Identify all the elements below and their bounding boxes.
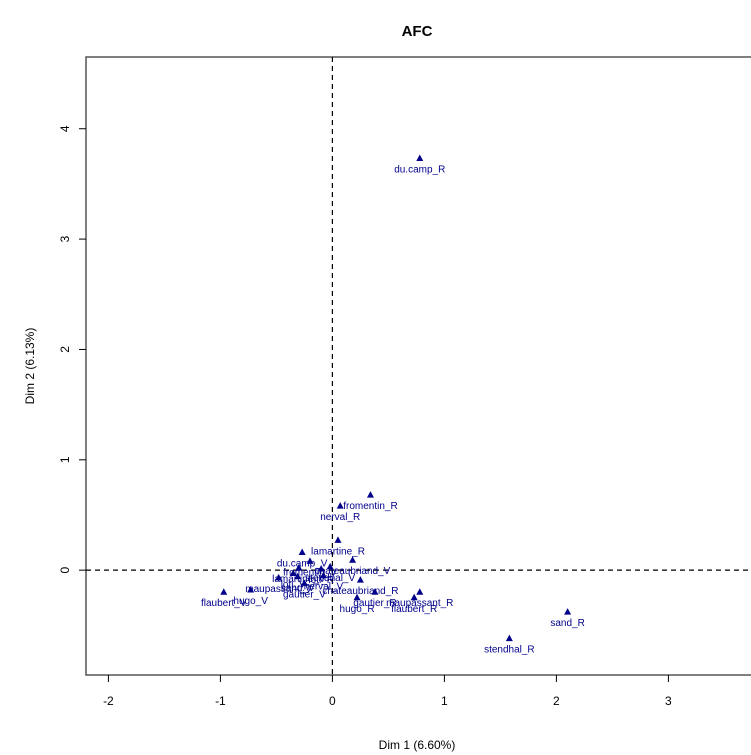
point-marker — [220, 588, 228, 595]
point-label: nerval_R — [320, 512, 360, 523]
x-axis-ticks: -2 -1 0 1 2 3 — [103, 675, 672, 708]
point-marker — [306, 557, 314, 564]
point-marker — [356, 576, 364, 583]
point-label: nerval_V — [304, 582, 344, 593]
point-marker — [326, 562, 334, 570]
point-label: hugo_V — [233, 596, 268, 607]
point-marker — [319, 571, 327, 579]
point-label: gautier_R — [353, 598, 396, 609]
point-marker — [564, 608, 572, 615]
point-marker — [317, 565, 325, 572]
point-label: stendhal_R — [484, 645, 535, 656]
point-marker — [371, 588, 379, 595]
point-marker — [353, 593, 361, 601]
point-label: du.camp_R — [394, 165, 445, 176]
point-marker — [298, 548, 306, 556]
point-label: loti_V — [281, 579, 306, 590]
y-axis-label: Dim 2 (6.13%) — [23, 328, 37, 405]
point-label: fromentin_V — [283, 567, 337, 578]
point-label: maupassant_V — [245, 584, 312, 595]
point-marker — [416, 588, 424, 595]
point-marker — [349, 556, 357, 563]
point-marker — [247, 586, 255, 593]
point-label: flaubert_V — [201, 598, 247, 609]
chart-title: AFC — [402, 23, 433, 40]
point-marker — [275, 573, 283, 581]
x-axis-label: Dim 1 (6.60%) — [379, 738, 456, 752]
point-label: sand_V — [281, 583, 315, 594]
point-marker — [366, 491, 374, 498]
point-label: lamartine_R — [311, 546, 365, 557]
x-tick-label: 1 — [441, 694, 448, 708]
y-axis-ticks: 0 1 2 3 4 — [58, 125, 86, 574]
point-label: lamartine_V — [272, 574, 326, 585]
point-marker — [295, 563, 303, 571]
point-label: chateaubriand_R — [322, 586, 398, 597]
x-tick-label: -2 — [103, 694, 114, 708]
point-label: sand_R — [550, 618, 584, 629]
y-tick-label: 4 — [58, 125, 72, 132]
point-marker — [289, 569, 297, 576]
point-label: chateaubriand_V — [315, 566, 391, 577]
point-label: stendhal_V — [305, 573, 355, 584]
y-tick-label: 3 — [58, 235, 72, 242]
data-points — [220, 154, 572, 642]
point-marker — [416, 154, 424, 162]
point-label: flaubert_R — [391, 604, 437, 615]
point-label: hugo_R — [340, 604, 375, 615]
point-marker — [505, 634, 513, 642]
reference-lines — [86, 57, 751, 675]
y-tick-label: 0 — [58, 567, 72, 574]
y-tick-label: 2 — [58, 346, 72, 353]
point-marker — [334, 536, 342, 543]
x-tick-label: -1 — [215, 694, 226, 708]
point-label: du.camp_V — [277, 559, 328, 570]
x-tick-label: 0 — [329, 694, 336, 708]
x-tick-label: 2 — [553, 694, 560, 708]
point-marker — [410, 593, 418, 601]
point-label: gautier_V — [283, 589, 326, 600]
point-label: fromentin_R — [343, 501, 397, 512]
point-marker — [294, 572, 302, 580]
point-label: loti_R — [308, 575, 334, 586]
plot-area-frame — [85, 56, 751, 676]
point-marker — [336, 502, 344, 509]
y-tick-label: 1 — [58, 456, 72, 463]
point-marker — [300, 579, 308, 586]
x-tick-label: 3 — [665, 694, 672, 708]
point-label: maupassant_R — [386, 598, 453, 609]
